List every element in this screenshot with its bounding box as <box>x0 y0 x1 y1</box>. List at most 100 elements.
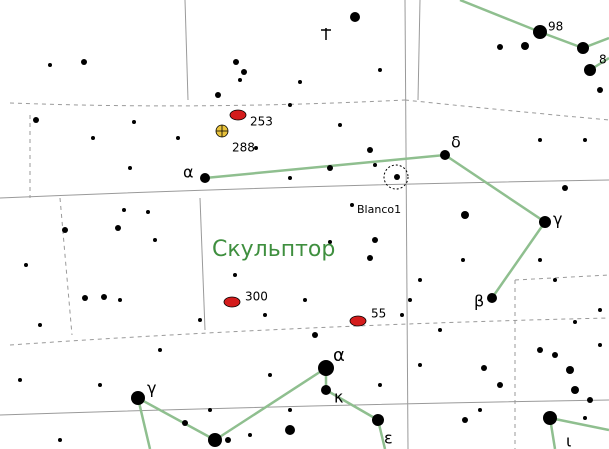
star <box>158 348 162 352</box>
star <box>367 147 373 153</box>
star <box>62 227 68 233</box>
star <box>115 225 121 231</box>
star <box>367 255 373 261</box>
star <box>487 293 497 303</box>
star <box>101 294 107 300</box>
star <box>131 391 145 405</box>
star <box>241 69 247 75</box>
star <box>533 25 547 39</box>
star <box>497 382 503 388</box>
star <box>98 383 102 387</box>
star <box>598 308 602 312</box>
star <box>208 433 222 447</box>
star <box>481 365 487 371</box>
star <box>583 138 587 142</box>
star <box>182 420 188 426</box>
star <box>566 366 574 374</box>
star <box>583 416 587 420</box>
star-label: Blanco1 <box>357 203 401 216</box>
star <box>33 117 39 123</box>
star <box>238 78 242 82</box>
star <box>318 360 334 376</box>
star <box>378 383 382 387</box>
star <box>538 258 542 262</box>
star-label: 55 <box>371 307 386 321</box>
star-label: γ <box>553 210 562 229</box>
star <box>248 433 252 437</box>
star <box>538 138 542 142</box>
star <box>562 185 568 191</box>
star <box>132 120 136 124</box>
star <box>254 146 258 150</box>
star <box>597 87 603 93</box>
star <box>48 63 52 67</box>
star <box>521 42 529 50</box>
star <box>438 328 442 332</box>
star-label: 300 <box>245 290 268 304</box>
star <box>225 437 231 443</box>
star <box>573 320 577 324</box>
star-label: β <box>474 292 484 311</box>
star-label: 253 <box>250 115 273 129</box>
star-label: 288 <box>232 141 255 155</box>
star <box>587 397 593 403</box>
star <box>81 59 87 65</box>
star <box>91 136 95 140</box>
star-label: 98 <box>548 20 563 34</box>
star-label: ι <box>566 432 571 449</box>
star <box>288 408 292 412</box>
star <box>378 68 382 72</box>
star <box>543 411 557 425</box>
star <box>122 208 126 212</box>
star <box>128 166 132 170</box>
star <box>321 385 331 395</box>
star <box>497 44 503 50</box>
star <box>18 378 22 382</box>
star <box>268 373 272 377</box>
star <box>571 386 579 394</box>
star <box>312 332 318 338</box>
star-label: κ <box>334 388 344 407</box>
star <box>537 347 543 353</box>
star <box>350 203 354 207</box>
star <box>176 136 180 140</box>
star <box>146 210 150 214</box>
constellation-name: Скульптор <box>212 237 335 262</box>
star <box>208 408 212 412</box>
star <box>303 298 307 302</box>
star <box>577 42 589 54</box>
star <box>288 176 292 180</box>
star <box>394 174 400 180</box>
star-label: δ <box>451 133 461 152</box>
labels: 98 8 253 288 α δ Blanco1 γ Скульптор 300 55 β α κ γ ε ι <box>147 20 607 449</box>
star <box>24 263 28 267</box>
deep-sky <box>215 28 409 327</box>
star <box>552 352 558 358</box>
star <box>233 273 237 277</box>
star <box>418 363 422 367</box>
star <box>298 80 302 84</box>
star <box>153 238 157 242</box>
star-label: α <box>333 345 345 366</box>
star <box>118 298 122 302</box>
star <box>58 438 62 442</box>
star <box>373 163 377 167</box>
star <box>38 323 42 327</box>
star <box>461 258 465 262</box>
star <box>288 103 292 107</box>
star <box>418 278 422 282</box>
star <box>408 298 412 302</box>
star <box>263 313 267 317</box>
constellation-lines <box>136 0 609 449</box>
star <box>478 408 482 412</box>
star <box>338 123 342 127</box>
stars <box>18 12 603 447</box>
star <box>440 150 450 160</box>
star <box>233 59 239 65</box>
star <box>350 12 360 22</box>
star <box>598 343 602 347</box>
star <box>327 165 333 171</box>
star <box>372 414 384 426</box>
